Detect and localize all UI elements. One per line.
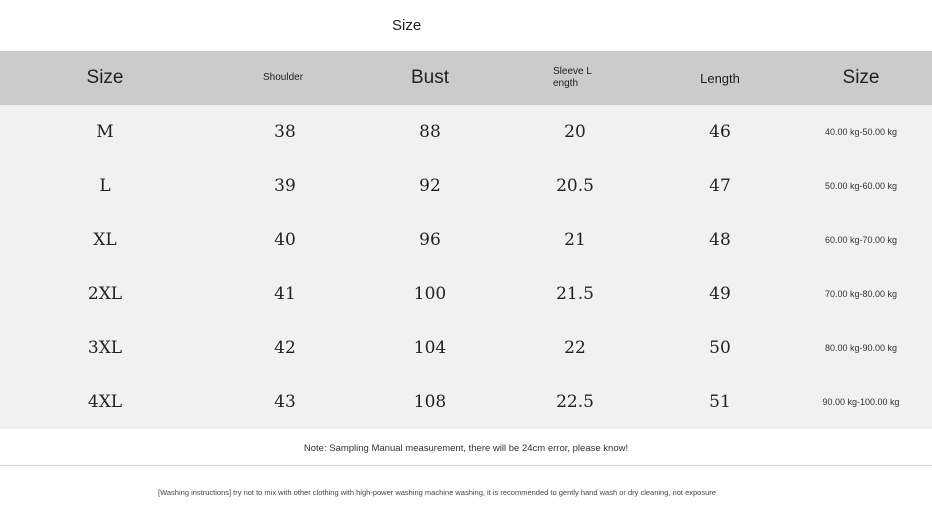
cell-size: XL xyxy=(93,230,117,250)
cell-shoulder: 41 xyxy=(274,284,296,304)
header-shoulder: Shoulder xyxy=(210,51,360,105)
cell-weight: 90.00 kg-100.00 kg xyxy=(822,397,900,407)
cell-shoulder: 40 xyxy=(274,230,296,250)
cell-length: 47 xyxy=(709,176,731,196)
cell-size: 4XL xyxy=(87,392,123,412)
table-row: M 38 88 20 46 40.00 kg-50.00 kg xyxy=(0,105,932,159)
header-length: Length xyxy=(700,70,740,86)
table-header-row: Size Shoulder Bust Sleeve Length Length … xyxy=(0,51,932,105)
cell-weight: 80.00 kg-90.00 kg xyxy=(824,343,898,353)
cell-length: 48 xyxy=(709,230,731,250)
cell-sleeve: 20 xyxy=(564,122,586,142)
header-size: Size xyxy=(86,67,124,88)
cell-sleeve: 20.5 xyxy=(556,176,594,196)
table-row: L 39 92 20.5 47 50.00 kg-60.00 kg xyxy=(0,159,932,213)
divider xyxy=(0,465,932,466)
header-shoulder-label: Shoulder xyxy=(263,72,304,83)
measurement-note: Note: Sampling Manual measurement, there… xyxy=(303,443,629,454)
cell-shoulder: 42 xyxy=(274,338,296,358)
cell-sleeve: 22 xyxy=(564,338,586,358)
cell-sleeve: 21.5 xyxy=(556,284,594,304)
cell-size: M xyxy=(96,122,114,142)
cell-length: 50 xyxy=(709,338,731,358)
header-sleeve-label: Sleeve Length xyxy=(553,66,592,89)
cell-sleeve: 22.5 xyxy=(556,392,594,412)
cell-weight: 70.00 kg-80.00 kg xyxy=(824,289,898,299)
cell-weight: 60.00 kg-70.00 kg xyxy=(824,235,898,245)
header-bust: Bust xyxy=(410,67,450,88)
cell-bust: 100 xyxy=(413,284,447,304)
chart-title: Size xyxy=(392,17,422,34)
cell-size: 2XL xyxy=(87,284,123,304)
cell-bust: 108 xyxy=(413,392,447,412)
table-row: 2XL 41 100 21.5 49 70.00 kg-80.00 kg xyxy=(0,267,932,321)
cell-size: 3XL xyxy=(87,338,123,358)
cell-shoulder: 43 xyxy=(274,392,296,412)
cell-bust: 96 xyxy=(419,230,441,250)
cell-length: 46 xyxy=(709,122,731,142)
cell-length: 51 xyxy=(709,392,731,412)
cell-bust: 104 xyxy=(413,338,447,358)
table-row: 4XL 43 108 22.5 51 90.00 kg-100.00 kg xyxy=(0,375,932,429)
header-weight: Size xyxy=(842,67,880,88)
cell-shoulder: 38 xyxy=(274,122,296,142)
cell-size: L xyxy=(99,176,111,196)
cell-length: 49 xyxy=(709,284,731,304)
washing-instructions: [Washing instructions] try not to mix wi… xyxy=(158,488,716,497)
cell-weight: 40.00 kg-50.00 kg xyxy=(824,127,898,137)
table-row: 3XL 42 104 22 50 80.00 kg-90.00 kg xyxy=(0,321,932,375)
cell-bust: 88 xyxy=(419,122,441,142)
cell-bust: 92 xyxy=(419,176,441,196)
cell-shoulder: 39 xyxy=(274,176,296,196)
cell-weight: 50.00 kg-60.00 kg xyxy=(824,181,898,191)
table-row: XL 40 96 21 48 60.00 kg-70.00 kg xyxy=(0,213,932,267)
header-sleeve: Sleeve Length xyxy=(500,51,650,105)
cell-sleeve: 21 xyxy=(564,230,586,250)
size-table: Size Shoulder Bust Sleeve Length Length … xyxy=(0,51,932,429)
